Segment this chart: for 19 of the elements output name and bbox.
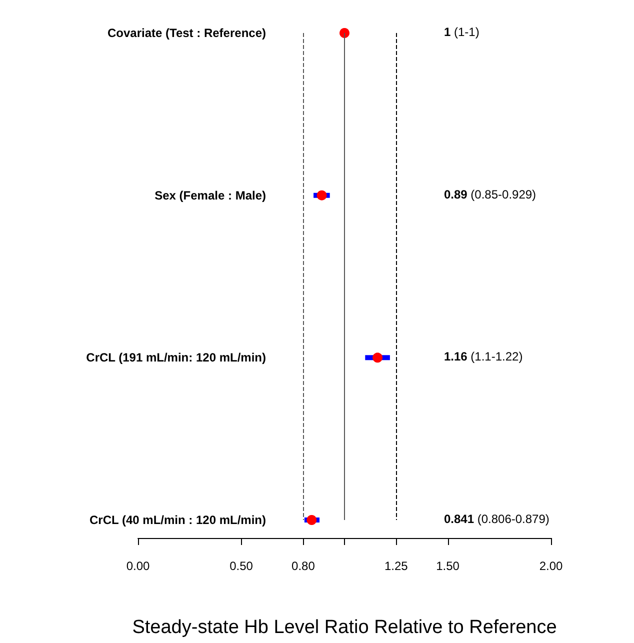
annotation: 1 (1-1) xyxy=(444,25,480,39)
x-tick-label: 1.50 xyxy=(436,559,460,573)
y-tick-label: Sex (Female : Male) xyxy=(154,188,266,202)
annotation: 0.841 (0.806-0.879) xyxy=(444,512,550,526)
x-tick-label: 1.25 xyxy=(384,559,408,573)
y-tick-label: Covariate (Test : Reference) xyxy=(108,26,266,40)
point xyxy=(306,515,317,525)
point xyxy=(316,190,327,200)
point xyxy=(372,352,383,363)
y-tick-label: CrCL (191 mL/min: 120 mL/min) xyxy=(86,350,266,365)
x-tick-label: 0.50 xyxy=(230,559,254,573)
point xyxy=(340,28,350,38)
annotation: 0.89 (0.85-0.929) xyxy=(444,187,536,202)
y-tick-label: CrCL (40 mL/min : 120 mL/min) xyxy=(90,513,266,527)
x-tick-label: 2.00 xyxy=(539,559,563,573)
annotation: 1.16 (1.1-1.22) xyxy=(444,350,523,364)
x-tick-label: 0.00 xyxy=(126,559,150,573)
x-tick-label: 0.80 xyxy=(292,559,316,573)
x-axis-title: Steady-state Hb Level Ratio Relative to Reference xyxy=(132,617,557,638)
